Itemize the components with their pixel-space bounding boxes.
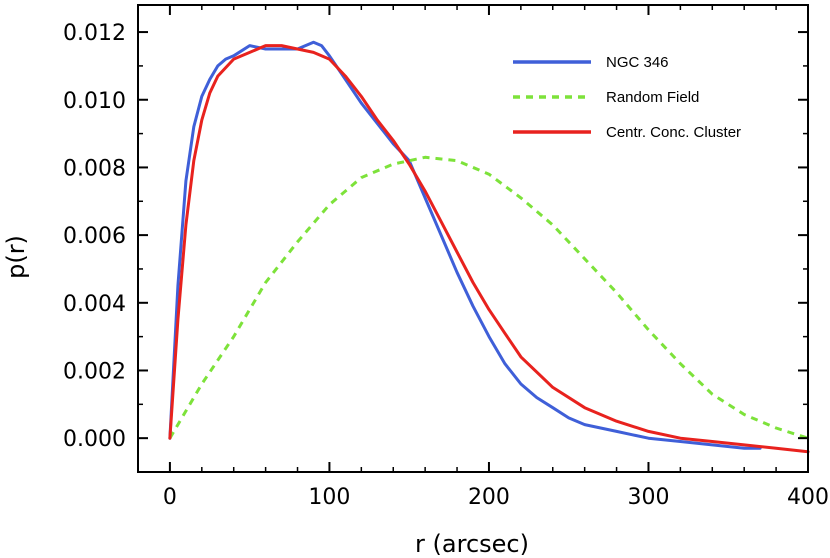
y-tick-label: 0.006	[63, 224, 126, 249]
legend: NGC 346 Random Field Centr. Conc. Cluster	[513, 54, 741, 141]
legend-label-0: NGC 346	[606, 54, 669, 71]
x-tick-label: 300	[627, 485, 669, 510]
legend-label-2: Centr. Conc. Cluster	[606, 124, 741, 141]
y-axis-title: p(r)	[2, 235, 30, 279]
y-tick-label: 0.010	[63, 89, 126, 114]
plot-frame	[137, 4, 809, 473]
y-tick-label: 0.004	[63, 292, 126, 317]
y-tick-label: 0.008	[63, 156, 126, 181]
y-tick-label: 0.002	[63, 359, 126, 384]
axes-layer: 0 100 200 300 400 0.000 0.002 0.004 0.006 0.008 0.…	[63, 4, 829, 510]
series-line-2	[168, 44, 810, 454]
legend-label-1: Random Field	[606, 89, 699, 106]
series-layer	[168, 40, 810, 454]
x-tick-label: 400	[787, 485, 829, 510]
x-tick-label: 0	[163, 485, 177, 510]
y-tick-label: 0.012	[63, 21, 126, 46]
x-tick-label: 100	[308, 485, 350, 510]
x-tick-label: 200	[468, 485, 510, 510]
y-tick-label: 0.000	[63, 427, 126, 452]
series-line-1	[168, 155, 809, 440]
x-axis-title: r (arcsec)	[415, 530, 529, 558]
